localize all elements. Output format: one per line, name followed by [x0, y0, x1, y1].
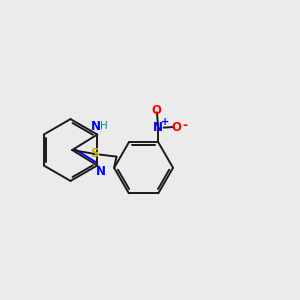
Text: O: O [172, 121, 182, 134]
Text: H: H [100, 121, 108, 131]
Text: N: N [153, 121, 163, 134]
Text: +: + [161, 117, 169, 127]
Text: N: N [91, 120, 101, 133]
Text: O: O [152, 104, 162, 117]
Text: N: N [96, 165, 106, 178]
Text: -: - [182, 119, 188, 132]
Text: S: S [91, 148, 99, 160]
